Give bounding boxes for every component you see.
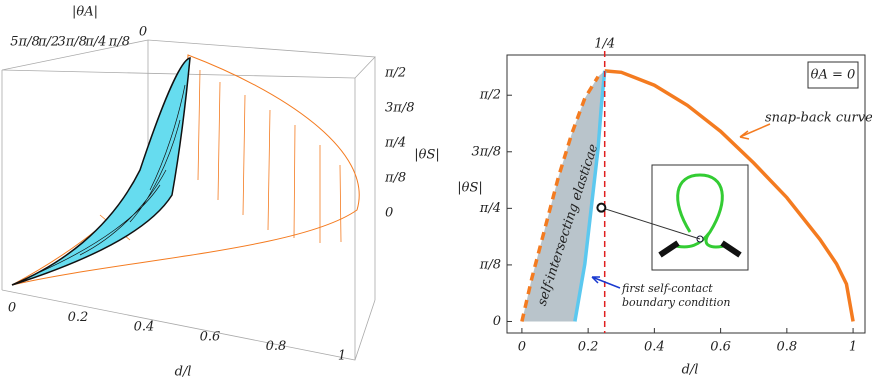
x-tick-label: 1 [849,340,857,355]
y-axis-label: |θA| [72,5,98,20]
z-tick-label: π/4 [384,136,406,151]
x-tick-label: 0.8 [776,340,797,355]
surface [11,54,360,286]
y-tick-label: π/4 [84,35,106,50]
series-line [604,69,855,322]
x-axis-label: d/l [682,363,699,378]
y-tick-label: 3π/8 [57,35,86,50]
x-tick-label: 0 [8,301,16,316]
x-tick-label: 0.2 [578,340,599,355]
contact-label: first self-contact boundary condition [622,282,731,309]
x-tick-label: 0.4 [134,320,155,335]
x-tick-label: 0.4 [644,340,665,355]
inset-clamps [658,240,742,258]
contact-band [11,57,191,286]
series-line [520,75,600,322]
z-tick-label: π/8 [384,171,406,186]
y-tick-label: 0 [493,314,501,329]
x-tick-label: 0.6 [200,329,221,344]
contact-arrow [591,276,621,289]
box-edges [1,40,376,360]
y-axis-label: |θS| [457,181,483,196]
y-tick-label: π/8 [479,257,501,272]
z-tick-label: π/2 [384,66,406,81]
y-tick-label: π/4 [479,201,501,216]
x-tick-label: 1 [338,349,346,364]
inset [651,164,749,271]
legend-box [807,61,859,89]
snap-back-label: snap-back curve [765,111,872,126]
band-contours [39,84,186,273]
y-tick-label: 3π/8 [472,144,501,159]
z-tick-label: 0 [385,206,393,221]
inset-connector [601,207,701,240]
y-tick-label: π/2 [37,35,59,50]
z-tick-label: 3π/8 [385,101,414,116]
y-tick-label: 5π/8 [10,35,39,50]
x-tick-label: 0.8 [266,339,287,354]
x-axis-label: d/l [175,365,192,378]
y-tick-label: 0 [139,25,147,40]
vline-label: 1/4 [594,37,615,52]
box-bottom [1,289,376,361]
y-tick-label: π/8 [108,35,130,50]
y-tick-label: π/2 [479,88,501,103]
x-tick-label: 0.2 [68,310,89,325]
x-tick-label: 0.6 [710,340,731,355]
snap-back-arrow [739,123,771,140]
plot-frame [506,54,866,334]
box-3d [1,39,376,361]
x-tick-label: 0 [518,340,526,355]
legend-box-label: θA = 0 [811,68,856,83]
z-axis-label: |θS| [414,148,440,163]
series-line [573,70,607,322]
marker [596,202,607,213]
